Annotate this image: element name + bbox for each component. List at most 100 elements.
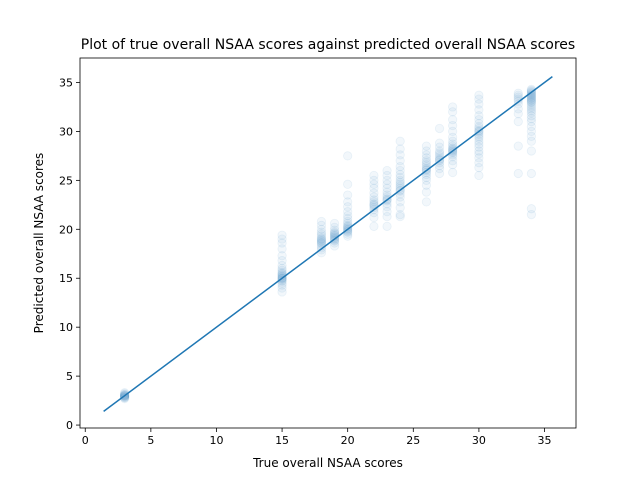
data-point xyxy=(316,238,327,248)
data-point xyxy=(395,192,405,202)
data-point xyxy=(343,218,353,229)
data-point xyxy=(474,153,484,163)
x-axis-label: True overall NSAA scores xyxy=(252,456,403,470)
data-point xyxy=(369,179,379,189)
data-point xyxy=(329,241,340,251)
data-point xyxy=(382,170,392,181)
data-point xyxy=(434,168,445,179)
data-point xyxy=(474,118,484,129)
data-point xyxy=(277,230,287,240)
data-point xyxy=(120,389,130,399)
data-point xyxy=(421,141,432,151)
data-point xyxy=(382,202,392,212)
data-point xyxy=(382,179,392,189)
data-point xyxy=(277,234,287,244)
data-point xyxy=(513,141,523,151)
data-point xyxy=(513,168,523,179)
data-point xyxy=(448,107,458,117)
data-point xyxy=(382,221,392,231)
data-point xyxy=(526,136,536,146)
data-point xyxy=(277,256,287,266)
y-tick-label: 30 xyxy=(59,125,73,138)
data-point xyxy=(448,148,458,158)
data-point xyxy=(343,210,353,221)
data-point xyxy=(434,164,445,174)
data-point xyxy=(395,169,405,180)
data-point xyxy=(526,102,536,112)
y-tick-label: 0 xyxy=(66,419,73,432)
data-point xyxy=(277,244,287,254)
data-point xyxy=(316,236,327,246)
data-point xyxy=(448,136,458,146)
data-point xyxy=(526,85,536,95)
data-point xyxy=(343,216,353,227)
data-point xyxy=(421,167,432,178)
data-point xyxy=(448,139,458,149)
data-point xyxy=(395,211,405,222)
data-point xyxy=(448,167,458,178)
data-point xyxy=(448,152,458,162)
data-point xyxy=(421,158,432,168)
data-point xyxy=(395,162,405,172)
data-point xyxy=(513,117,523,127)
data-point xyxy=(526,126,536,137)
data-point xyxy=(474,149,484,159)
data-point xyxy=(434,142,445,152)
data-point xyxy=(316,233,327,243)
data-point xyxy=(526,121,536,132)
y-tick-label: 25 xyxy=(59,174,73,187)
data-point xyxy=(316,227,327,237)
data-point xyxy=(395,179,405,189)
data-point xyxy=(329,225,340,235)
data-point xyxy=(329,222,340,232)
data-point xyxy=(343,222,353,232)
data-point xyxy=(316,231,327,241)
data-point xyxy=(513,104,523,114)
data-point xyxy=(395,165,405,176)
data-point xyxy=(421,180,432,190)
data-point xyxy=(277,283,287,293)
data-point xyxy=(434,158,445,168)
data-point xyxy=(513,109,523,119)
y-tick-label: 10 xyxy=(59,321,73,334)
data-point xyxy=(526,204,536,214)
data-points xyxy=(120,84,536,404)
data-point xyxy=(526,131,536,141)
data-point xyxy=(474,105,484,115)
data-point xyxy=(448,156,458,166)
data-point xyxy=(526,117,536,127)
x-tick-label: 30 xyxy=(472,434,486,447)
data-point xyxy=(395,150,405,160)
data-point xyxy=(395,144,405,154)
data-point xyxy=(382,183,392,193)
data-point xyxy=(382,187,392,197)
data-point xyxy=(474,146,484,156)
data-point xyxy=(277,267,287,277)
data-point xyxy=(120,393,130,403)
data-point xyxy=(382,211,392,222)
data-point xyxy=(526,168,536,179)
y-tick-label: 15 xyxy=(59,272,73,285)
x-axis-ticks: 0 5 10 15 20 25 30 35 xyxy=(82,428,552,447)
data-point xyxy=(421,164,432,174)
data-point xyxy=(395,183,405,193)
y-tick-label: 35 xyxy=(59,76,73,89)
data-point xyxy=(343,179,353,189)
data-point xyxy=(395,156,405,166)
data-point xyxy=(343,207,353,217)
data-point xyxy=(369,195,379,205)
data-point xyxy=(277,275,287,285)
data-point xyxy=(513,90,523,100)
data-point xyxy=(316,234,327,244)
data-point xyxy=(526,100,536,110)
data-point xyxy=(526,111,536,121)
data-point xyxy=(526,114,536,124)
data-point xyxy=(369,199,379,209)
data-point xyxy=(343,190,353,200)
data-point xyxy=(434,138,445,148)
data-point xyxy=(343,202,353,212)
data-point xyxy=(526,89,536,99)
y-axis-ticks: 0 5 10 15 20 25 30 35 xyxy=(59,76,80,432)
data-point xyxy=(369,175,379,185)
